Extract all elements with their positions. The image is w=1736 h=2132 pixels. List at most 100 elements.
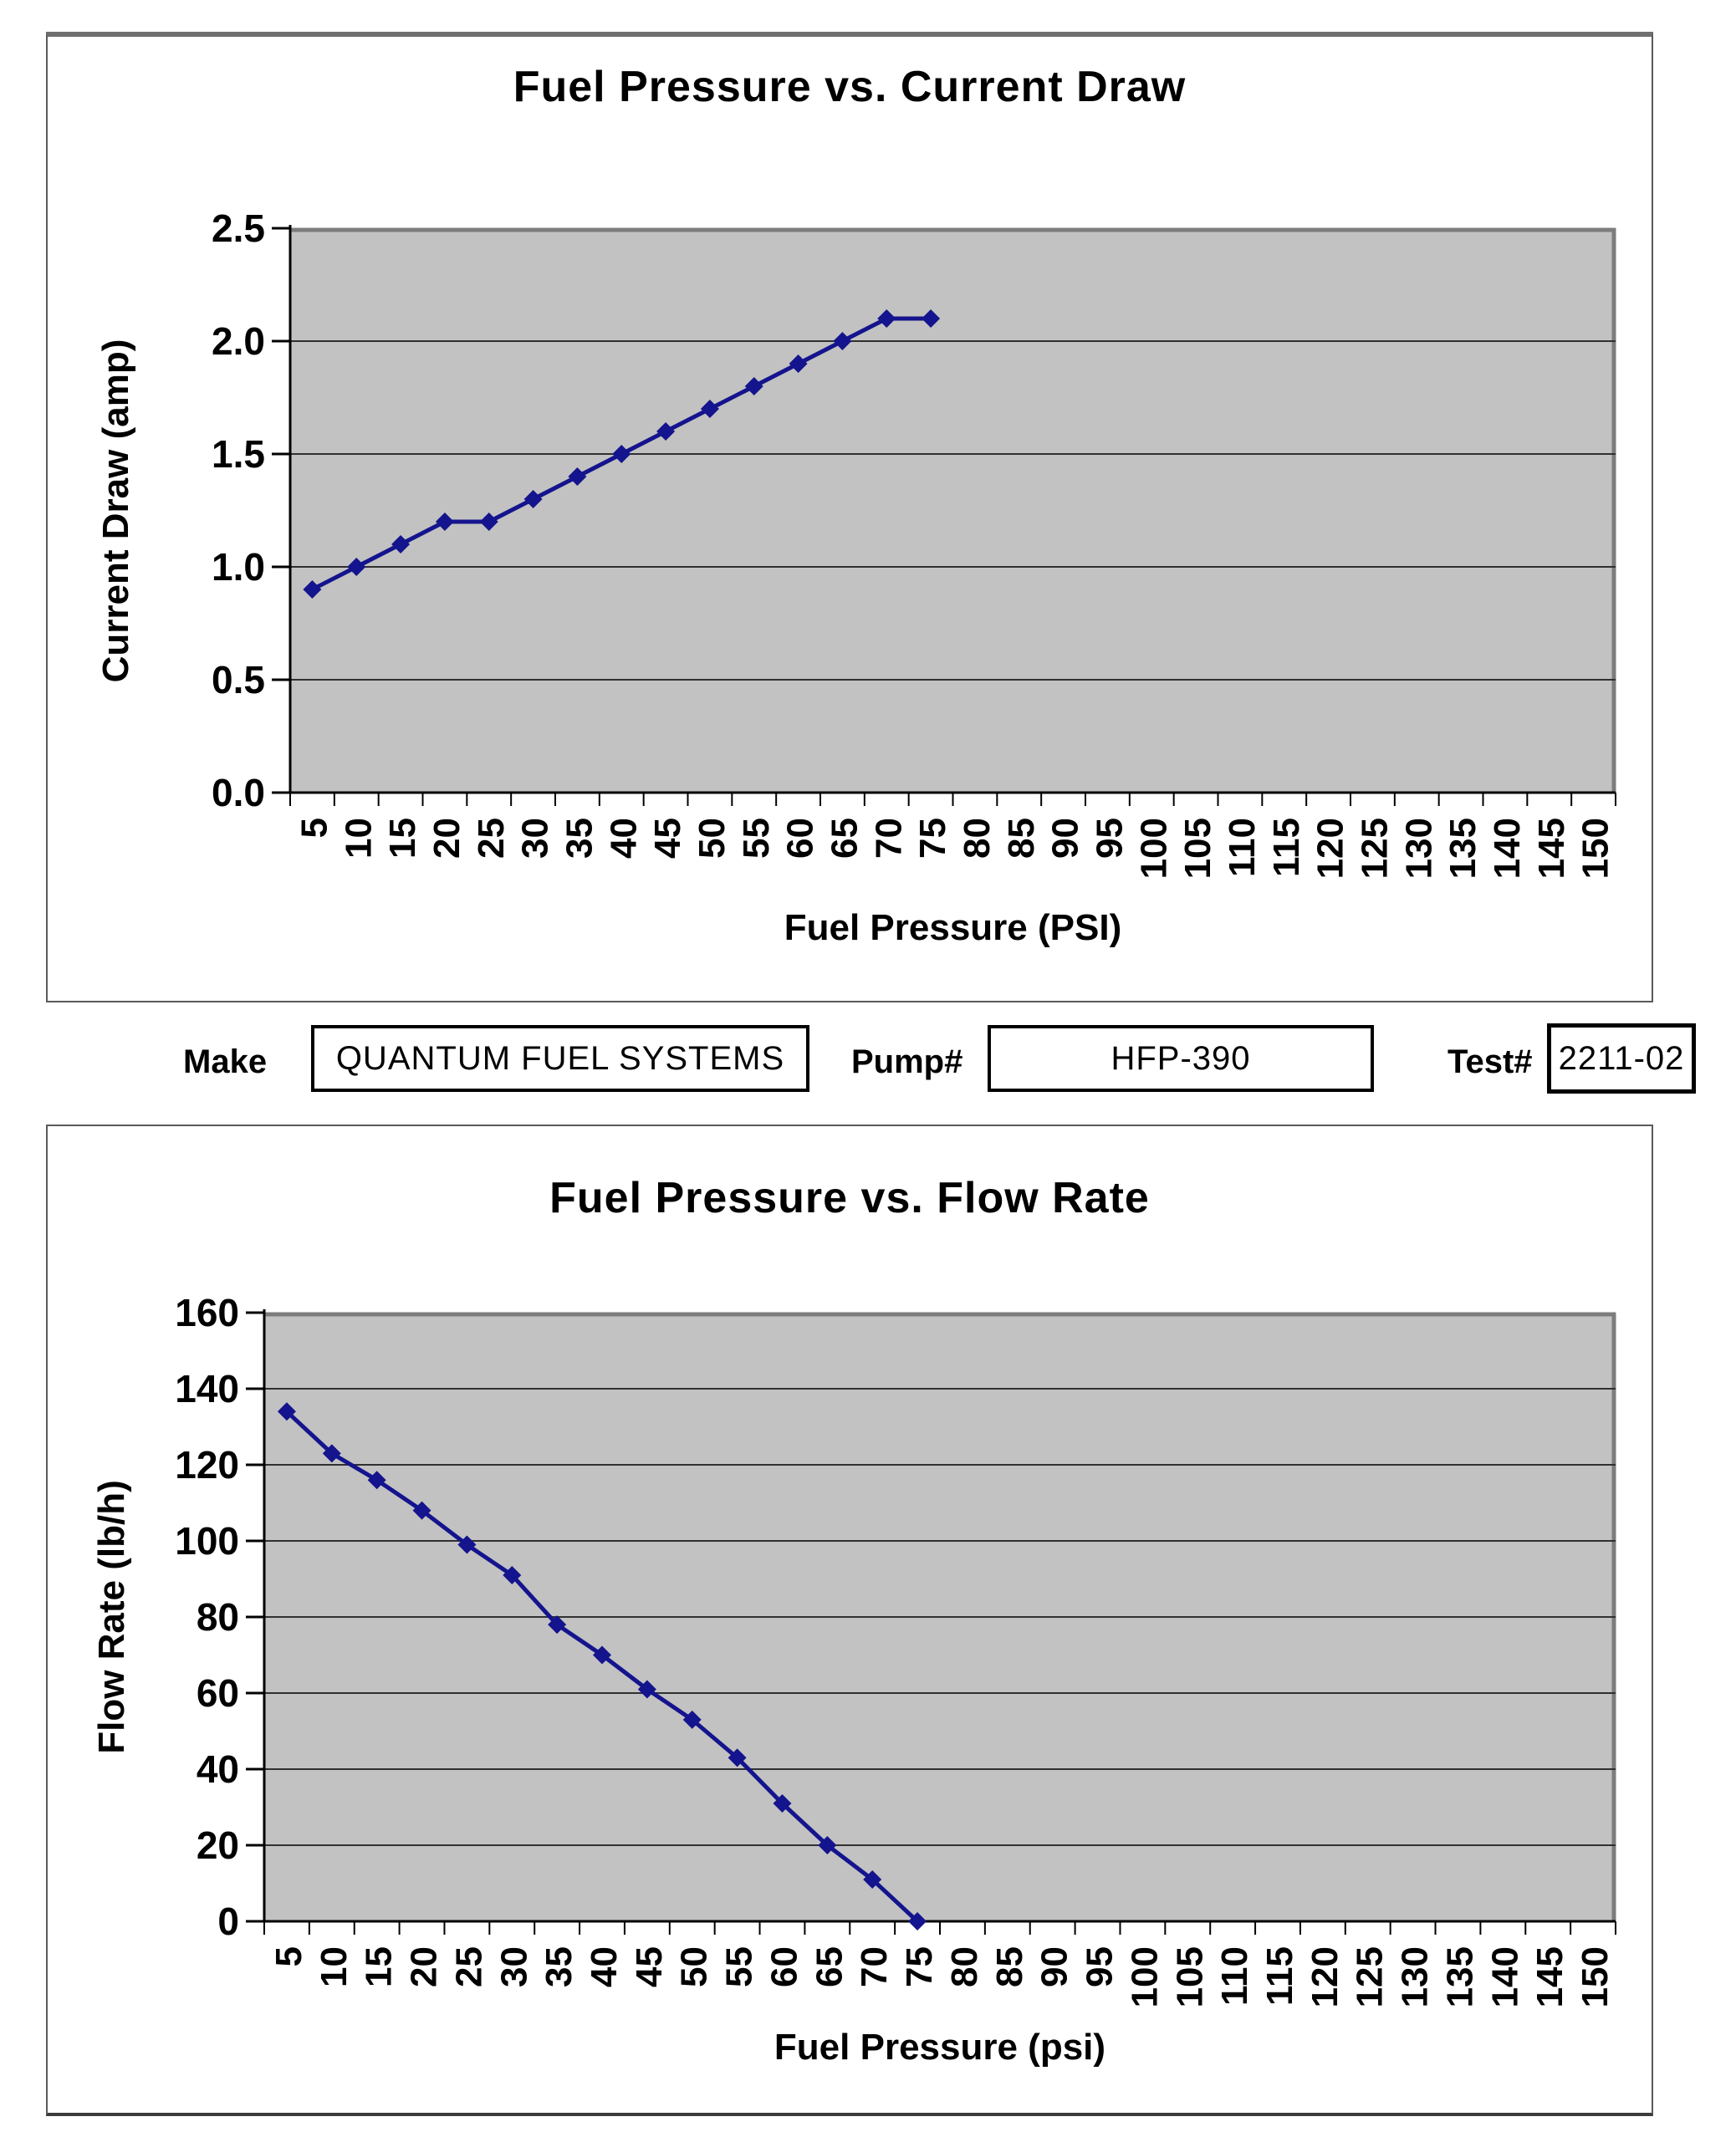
x-tick-label: 70 xyxy=(868,818,909,859)
x-tick-label: 25 xyxy=(448,1946,489,1987)
x-tick-label: 75 xyxy=(899,1946,940,1987)
x-tick-label: 10 xyxy=(338,818,379,859)
y-tick-label: 20 xyxy=(197,1823,239,1867)
chart-current-draw: 2.5 2.0 1.5 1.0 0.5 0.0 5 10 15 20 25 30 35 40 45 50 55 6… xyxy=(46,32,1653,1002)
x-tick-label: 75 xyxy=(912,818,953,859)
y-tick-label: 0.0 xyxy=(212,771,265,814)
data-point-30psi xyxy=(523,490,543,508)
y-tick-label: 120 xyxy=(175,1443,239,1487)
y-tick-label: 80 xyxy=(197,1595,239,1639)
chart-flow-rate: 160 140 120 100 80 60 40 20 0 5 10 15 20 25 30 35 40 45 50… xyxy=(46,1125,1653,2116)
x-tick-label: 40 xyxy=(584,1946,625,1987)
x-tick-label: 110 xyxy=(1222,818,1263,877)
x-tick-label: 55 xyxy=(719,1946,760,1987)
data-point-45psi xyxy=(656,422,676,441)
x-tick-label: 70 xyxy=(854,1946,895,1987)
y-axis-title-flow-rate: Flow Rate (lb/h) xyxy=(91,1480,132,1754)
pump-number-value: HFP-390 xyxy=(1111,1039,1251,1077)
x-tick-label: 35 xyxy=(539,1946,580,1987)
pump-number-label: Pump# xyxy=(851,1043,963,1080)
x-tick-label: 100 xyxy=(1124,1946,1165,2007)
x-tick-label: 145 xyxy=(1529,1946,1570,2007)
y-tick-label: 2.0 xyxy=(212,319,265,363)
data-point-5psi xyxy=(277,1402,296,1421)
data-point-70psi xyxy=(863,1869,882,1889)
x-tick-label: 20 xyxy=(426,818,467,859)
x-tick-label: 85 xyxy=(1001,818,1042,859)
data-point-40psi xyxy=(593,1645,611,1665)
data-point-70psi xyxy=(877,309,896,328)
x-tick-label: 55 xyxy=(736,818,777,859)
x-tick-label: 25 xyxy=(471,818,512,859)
x-tick-label: 60 xyxy=(780,818,821,859)
data-point-55psi xyxy=(728,1748,747,1767)
data-point-25psi xyxy=(457,1535,477,1554)
x-axis-title-current-draw: Fuel Pressure (PSI) xyxy=(784,907,1122,948)
x-tick-label: 50 xyxy=(674,1946,715,1987)
test-number-value-box[interactable]: 2211-02 xyxy=(1547,1023,1696,1094)
x-tick-label: 115 xyxy=(1266,818,1307,877)
data-point-10psi xyxy=(347,558,366,576)
x-tick-label: 45 xyxy=(647,818,688,859)
x-tick-label: 5 xyxy=(268,1946,309,1966)
x-tick-label: 15 xyxy=(382,818,423,859)
test-number-label: Test# xyxy=(1448,1043,1533,1080)
x-tick-label: 135 xyxy=(1442,818,1483,879)
x-tick-label: 115 xyxy=(1259,1946,1300,2006)
y-tick-label: 60 xyxy=(197,1671,239,1715)
x-axis-title-flow-rate: Fuel Pressure (psi) xyxy=(774,2027,1106,2068)
make-label: Make xyxy=(183,1043,268,1080)
x-tick-label: 125 xyxy=(1350,1946,1391,2007)
x-tick-label: 5 xyxy=(294,818,334,838)
data-point-20psi xyxy=(412,1501,431,1520)
x-tick-label: 120 xyxy=(1310,818,1351,879)
data-point-65psi xyxy=(833,332,852,350)
data-point-15psi xyxy=(367,1471,386,1490)
data-point-20psi xyxy=(435,513,454,531)
x-tick-label: 130 xyxy=(1395,1946,1436,2007)
plot-area-current-draw: 2.52.01.51.00.50.05 10 15 20 25 30 35 40 45 50 55 6… xyxy=(212,207,1616,879)
y-tick-label: 0.5 xyxy=(212,658,265,701)
y-tick-label: 0 xyxy=(217,1900,239,1943)
x-tick-label: 150 xyxy=(1575,818,1616,879)
x-tick-label: 105 xyxy=(1177,818,1218,879)
data-point-60psi xyxy=(773,1793,792,1813)
data-point-50psi xyxy=(700,400,719,418)
test-number-value: 2211-02 xyxy=(1558,1039,1685,1077)
x-tick-label: 100 xyxy=(1133,818,1174,879)
y-tick-label: 1.0 xyxy=(212,545,265,589)
data-point-45psi xyxy=(637,1680,656,1699)
x-tick-label: 50 xyxy=(692,818,733,859)
data-point-10psi xyxy=(322,1444,341,1463)
y-tick-label: 1.5 xyxy=(212,432,265,476)
x-tick-label: 40 xyxy=(603,818,644,859)
y-tick-label: 2.5 xyxy=(212,207,265,250)
chart-title-current-draw: Fuel Pressure vs. Current Draw xyxy=(513,63,1187,111)
data-point-5psi xyxy=(303,580,322,599)
x-tick-label: 35 xyxy=(559,818,600,859)
x-tick-label: 10 xyxy=(314,1946,355,1987)
x-tick-label: 80 xyxy=(957,818,998,859)
pump-number-value-box[interactable]: HFP-390 xyxy=(988,1025,1374,1092)
y-tick-label: 40 xyxy=(197,1747,239,1791)
x-tick-label: 15 xyxy=(359,1946,400,1987)
x-tick-label: 145 xyxy=(1531,818,1572,879)
data-point-15psi xyxy=(391,535,411,553)
x-tick-label: 30 xyxy=(493,1946,534,1987)
x-tick-label: 140 xyxy=(1487,818,1528,879)
x-tick-label: 110 xyxy=(1214,1946,1255,2006)
x-tick-label: 95 xyxy=(1089,818,1130,859)
x-tick-label: 150 xyxy=(1575,1946,1616,2007)
x-tick-label: 85 xyxy=(989,1946,1030,1987)
make-value-box[interactable]: QUANTUM FUEL SYSTEMS xyxy=(311,1025,809,1092)
data-point-35psi xyxy=(568,467,587,486)
x-tick-label: 60 xyxy=(763,1946,804,1987)
y-tick-label: 100 xyxy=(175,1519,239,1563)
x-tick-label: 95 xyxy=(1080,1946,1121,1987)
x-tick-label: 90 xyxy=(1034,1946,1075,1987)
data-point-60psi xyxy=(789,354,808,373)
x-tick-label: 120 xyxy=(1305,1946,1345,2007)
pump-info-row: Make QUANTUM FUEL SYSTEMS Pump# HFP-390 … xyxy=(0,1023,1736,1102)
